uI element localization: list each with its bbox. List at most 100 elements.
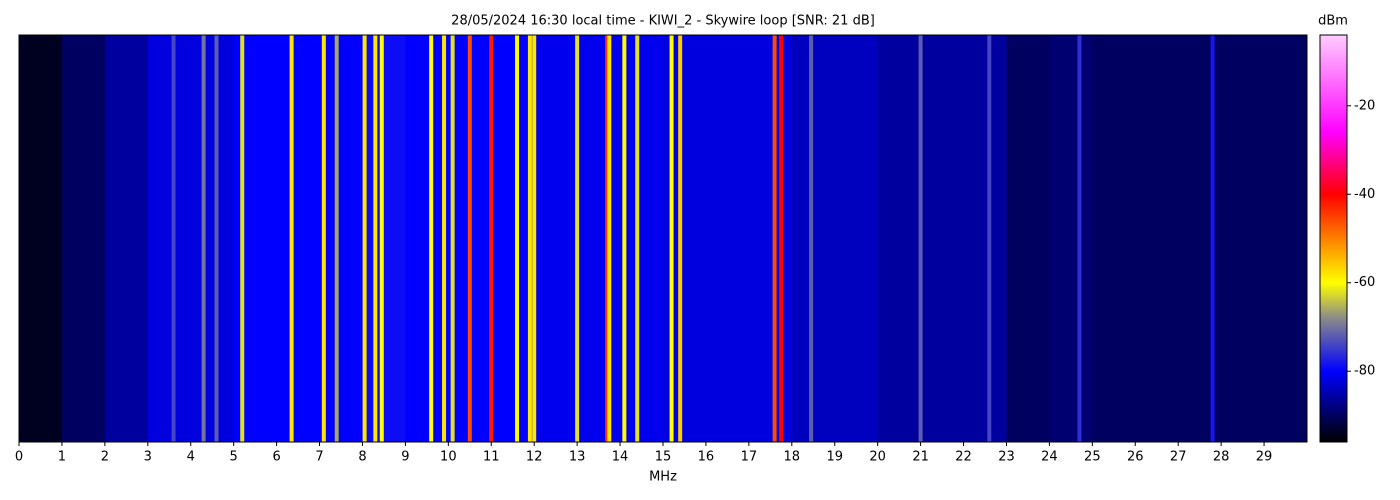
signal-line <box>379 35 384 442</box>
signal-line <box>489 35 494 442</box>
x-tick-label: 4 <box>187 450 195 465</box>
noise-floor-cell <box>748 35 793 442</box>
x-axis-label: MHz <box>649 470 677 485</box>
signal-line <box>527 35 532 442</box>
x-tick-label: 7 <box>315 450 323 465</box>
signal-line <box>321 35 326 442</box>
noise-floor-cell <box>147 35 192 442</box>
x-tick-label: 28 <box>1213 450 1230 465</box>
signal-line <box>779 35 784 442</box>
x-tick-label: 22 <box>955 450 972 465</box>
signal-line <box>450 35 455 442</box>
x-tick-label: 10 <box>440 450 457 465</box>
noise-floor-cell <box>1135 35 1179 442</box>
noise-floor-cell <box>405 35 449 442</box>
noise-floor-cell <box>834 35 879 442</box>
noise-floor-cell <box>791 35 836 442</box>
signal-line <box>429 35 434 442</box>
x-tick-label: 19 <box>826 450 843 465</box>
x-tick-label: 27 <box>1170 450 1187 465</box>
signal-line <box>622 35 627 442</box>
noise-floor-cell <box>233 35 278 442</box>
signal-line <box>201 35 206 442</box>
x-tick-label: 1 <box>58 450 66 465</box>
noise-floor-cell <box>319 35 363 442</box>
noise-floor-cell <box>877 35 922 442</box>
noise-floor-cell <box>920 35 965 442</box>
noise-floor-cell <box>663 35 707 442</box>
signal-line <box>362 35 367 442</box>
signal-line <box>918 35 923 442</box>
noise-floor-cell <box>577 35 621 442</box>
colorbar-label: dBm <box>1318 14 1348 29</box>
noise-floor-cell <box>963 35 1007 442</box>
x-tick-label: 16 <box>698 450 715 465</box>
signal-line <box>809 35 814 442</box>
x-tick-label: 0 <box>15 450 23 465</box>
signal-line <box>1077 35 1082 442</box>
signal-line <box>607 35 612 442</box>
signal-line <box>373 35 378 442</box>
x-tick-label: 13 <box>569 450 586 465</box>
noise-floor-cell <box>61 35 106 442</box>
noise-floor-cell <box>276 35 321 442</box>
x-tick-label: 6 <box>272 450 280 465</box>
signal-line <box>515 35 520 442</box>
x-tick-label: 3 <box>144 450 152 465</box>
signal-line <box>467 35 472 442</box>
signal-line <box>289 35 294 442</box>
signal-line <box>669 35 674 442</box>
signal-line <box>772 35 777 442</box>
x-tick-label: 20 <box>869 450 886 465</box>
x-tick-label: 17 <box>741 450 758 465</box>
noise-floor-cell <box>1221 35 1265 442</box>
noise-floor-cell <box>1049 35 1093 442</box>
x-tick-label: 15 <box>655 450 672 465</box>
noise-floor-cell <box>1092 35 1136 442</box>
x-tick-label: 11 <box>483 450 500 465</box>
colorbar-tick-label: -40 <box>1354 187 1375 202</box>
x-tick-label: 21 <box>912 450 929 465</box>
x-tick-label: 25 <box>1084 450 1101 465</box>
x-tick-label: 26 <box>1127 450 1144 465</box>
noise-floor-cell <box>1178 35 1222 442</box>
colorbar-tick-label: -60 <box>1354 275 1375 290</box>
signal-line <box>334 35 339 442</box>
signal-line <box>442 35 447 442</box>
noise-floor-cell <box>705 35 750 442</box>
signal-line <box>171 35 176 442</box>
noise-floor-cell <box>1264 35 1308 442</box>
signal-line <box>1210 35 1215 442</box>
x-tick-label: 29 <box>1256 450 1273 465</box>
noise-floor-cell <box>19 35 63 442</box>
x-tick-label: 18 <box>784 450 801 465</box>
x-tick-label: 8 <box>358 450 366 465</box>
plot-area <box>18 34 1308 443</box>
noise-floor-cell <box>620 35 664 442</box>
signal-line <box>987 35 992 442</box>
x-tick-label: 5 <box>230 450 238 465</box>
colorbar-tick-label: -20 <box>1354 98 1375 113</box>
signal-line <box>214 35 219 442</box>
noise-floor-cell <box>534 35 578 442</box>
colorbar-tick-label: -80 <box>1354 364 1375 379</box>
chart-title: 28/05/2024 16:30 local time - KIWI_2 - S… <box>451 14 875 29</box>
x-tick-label: 12 <box>526 450 543 465</box>
x-tick-label: 2 <box>101 450 109 465</box>
signal-line <box>575 35 580 442</box>
x-tick-label: 24 <box>1041 450 1058 465</box>
noise-floor-cell <box>1006 35 1050 442</box>
colorbar <box>1319 34 1348 443</box>
signal-line <box>635 35 640 442</box>
noise-floor-cell <box>104 35 149 442</box>
signal-line <box>240 35 245 442</box>
signal-line <box>605 35 610 442</box>
noise-floor-cell <box>491 35 535 442</box>
signal-line <box>532 35 537 442</box>
noise-floor-cell <box>190 35 235 442</box>
x-tick-label: 23 <box>998 450 1015 465</box>
x-tick-label: 14 <box>612 450 629 465</box>
signal-line <box>678 35 683 442</box>
